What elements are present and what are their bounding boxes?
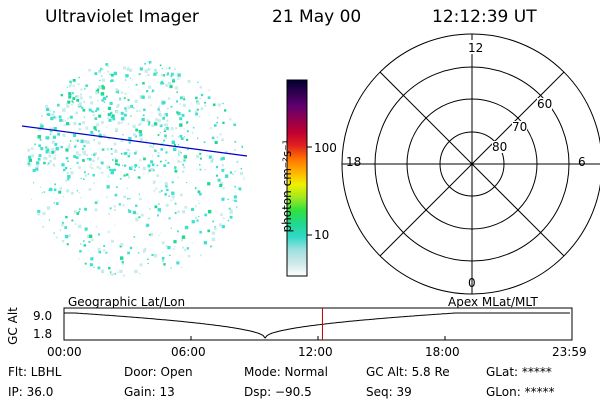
- lat-label-60: 60: [537, 97, 553, 111]
- terminator-line: [21, 125, 248, 157]
- timeline-left-title: Geographic Lat/Lon: [68, 295, 186, 309]
- status-mode: Mode: Normal: [244, 365, 328, 379]
- status-door: Door: Open: [124, 365, 193, 379]
- status-filter: Flt: LBHL: [8, 365, 62, 379]
- status-dsp: Dsp: −90.5: [244, 385, 312, 399]
- colorbar-label: photon cm⁻²s⁻¹: [280, 139, 294, 233]
- instrument-title: Ultraviolet Imager: [45, 7, 199, 27]
- mlt-label-12: 12: [468, 41, 484, 55]
- uv-image-disk: [21, 58, 248, 278]
- timeline-right-title: Apex MLat/MLT: [448, 295, 538, 309]
- x-tick-1200: 12:00: [298, 345, 333, 359]
- status-ip: IP: 36.0: [8, 385, 54, 399]
- mlt-label-18: 18: [346, 155, 362, 169]
- status-glon: GLon: *****: [486, 385, 555, 399]
- lat-label-80: 80: [492, 140, 508, 154]
- lat-label-70: 70: [512, 120, 528, 134]
- colorbar-tick-100: 100: [314, 141, 337, 155]
- orbit-timeline: [63, 307, 573, 341]
- y-tick-low: 1.8: [33, 327, 53, 341]
- y-tick-high: 9.0: [33, 309, 53, 323]
- mlt-label-0: 0: [468, 276, 476, 290]
- status-gain: Gain: 13: [124, 385, 175, 399]
- timeline-axis-label: GC Alt: [5, 307, 20, 345]
- colorbar-tick-10: 10: [314, 228, 330, 242]
- x-tick-2359: 23:59: [552, 345, 587, 359]
- status-glat: GLat: *****: [486, 365, 552, 379]
- x-tick-0000: 00:00: [47, 345, 82, 359]
- time-label: 12:12:39 UT: [432, 7, 537, 27]
- mlt-label-6: 6: [578, 155, 586, 169]
- x-tick-1800: 18:00: [425, 345, 460, 359]
- date-label: 21 May 00: [272, 7, 362, 27]
- polar-grid: [341, 33, 600, 295]
- x-tick-0600: 06:00: [171, 345, 206, 359]
- status-seq: Seq: 39: [366, 385, 412, 399]
- status-gc-alt: GC Alt: 5.8 Re: [366, 365, 450, 379]
- colorbar: [286, 79, 312, 277]
